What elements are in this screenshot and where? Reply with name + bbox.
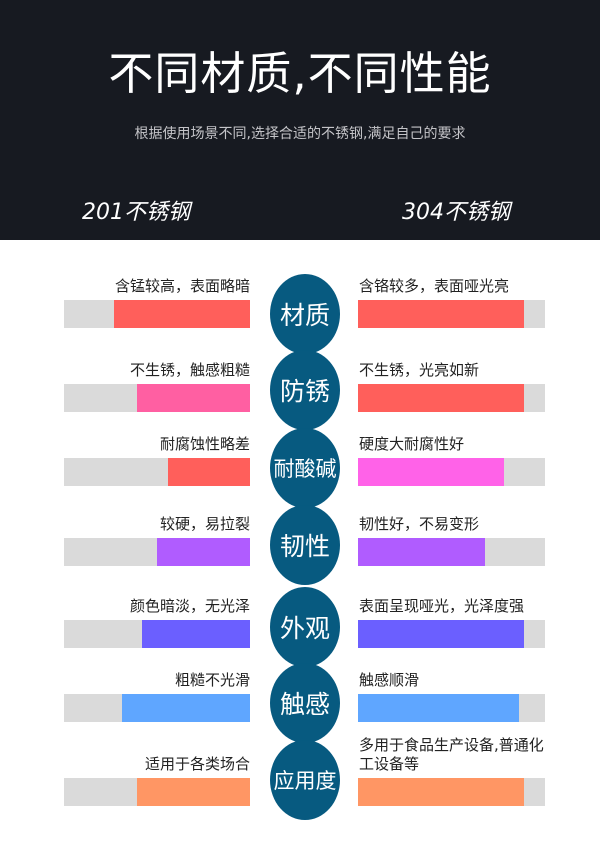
right-level-bar — [358, 384, 545, 412]
right-level-bar — [358, 778, 545, 806]
right-description: 触感顺滑 — [359, 671, 420, 689]
right-level-bar — [358, 620, 545, 648]
right-level-fill — [358, 778, 525, 806]
left-level-fill — [121, 694, 250, 722]
right-level-bar — [358, 538, 545, 566]
right-level-fill — [358, 458, 504, 486]
right-level-fill — [358, 694, 519, 722]
left-level-bar — [64, 620, 250, 648]
right-description: 多用于食品生产设备,普通化工设备等 — [359, 736, 544, 773]
right-level-fill — [358, 384, 525, 412]
left-description: 较硬，易拉裂 — [159, 515, 250, 533]
right-description: 表面呈现哑光，光泽度强 — [359, 597, 525, 615]
page-title: 不同材质,不同性能 — [108, 47, 492, 100]
left-description: 耐腐蚀性略差 — [159, 435, 250, 453]
category-badge: 韧性 — [270, 505, 340, 585]
right-description: 含铬较多，表面哑光亮 — [359, 277, 510, 295]
left-level-bar — [64, 300, 250, 328]
category-badge: 应用度 — [270, 740, 340, 820]
left-level-bar — [64, 778, 250, 806]
right-level-fill — [358, 620, 525, 648]
right-description: 不生锈，光亮如新 — [359, 361, 480, 379]
left-description: 含锰较高，表面略暗 — [114, 277, 250, 295]
right-description: 硬度大耐腐性好 — [359, 435, 465, 453]
category-badge: 材质 — [270, 274, 340, 354]
left-level-fill — [114, 300, 250, 328]
left-level-bar — [64, 694, 250, 722]
category-badge: 防锈 — [270, 350, 340, 430]
left-level-bar — [64, 538, 250, 566]
left-level-bar — [64, 458, 250, 486]
left-level-fill — [136, 384, 250, 412]
category-badge: 外观 — [270, 587, 340, 667]
right-level-bar — [358, 300, 545, 328]
right-level-bar — [358, 458, 545, 486]
left-description: 颜色暗淡，无光泽 — [129, 597, 250, 615]
right-column-label: 304不锈钢 — [402, 200, 510, 225]
left-level-fill — [157, 538, 250, 566]
right-level-fill — [358, 538, 486, 566]
left-description: 粗糙不光滑 — [174, 671, 250, 689]
category-badge: 触感 — [270, 663, 340, 743]
left-level-fill — [168, 458, 250, 486]
right-description: 韧性好，不易变形 — [359, 515, 480, 533]
category-badge: 耐酸碱 — [270, 428, 340, 508]
right-level-fill — [358, 300, 525, 328]
left-column-label: 201不锈钢 — [82, 200, 190, 225]
right-level-bar — [358, 694, 545, 722]
page-subtitle: 根据使用场景不同,选择合适的不锈钢,满足自己的要求 — [134, 126, 466, 142]
left-level-bar — [64, 384, 250, 412]
left-level-fill — [136, 778, 250, 806]
header-banner: 不同材质,不同性能 根据使用场景不同,选择合适的不锈钢,满足自己的要求 201不… — [0, 0, 600, 240]
left-description: 不生锈，触感粗糙 — [129, 361, 250, 379]
left-description: 适用于各类场合 — [144, 755, 250, 773]
left-level-fill — [142, 620, 250, 648]
